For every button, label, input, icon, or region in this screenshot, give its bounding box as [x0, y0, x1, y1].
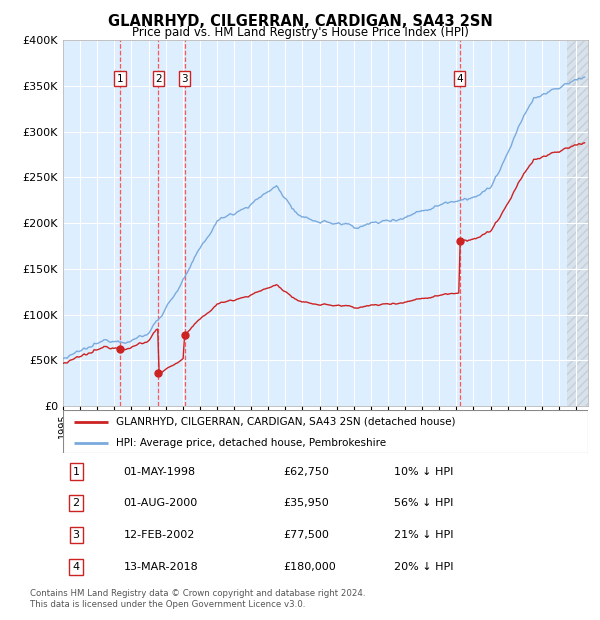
- Text: 13-MAR-2018: 13-MAR-2018: [124, 562, 198, 572]
- Bar: [568, 40, 596, 406]
- Text: 20% ↓ HPI: 20% ↓ HPI: [394, 562, 453, 572]
- Text: 1: 1: [116, 74, 123, 84]
- Text: 1: 1: [73, 467, 80, 477]
- Text: £62,750: £62,750: [284, 467, 329, 477]
- Text: 4: 4: [73, 562, 80, 572]
- Text: £77,500: £77,500: [284, 530, 329, 540]
- Text: Contains HM Land Registry data © Crown copyright and database right 2024.: Contains HM Land Registry data © Crown c…: [30, 589, 365, 598]
- Text: 01-AUG-2000: 01-AUG-2000: [124, 498, 197, 508]
- Text: 2: 2: [73, 498, 80, 508]
- Text: This data is licensed under the Open Government Licence v3.0.: This data is licensed under the Open Gov…: [30, 600, 305, 609]
- Text: 3: 3: [73, 530, 80, 540]
- Text: 21% ↓ HPI: 21% ↓ HPI: [394, 530, 453, 540]
- Text: 10% ↓ HPI: 10% ↓ HPI: [394, 467, 453, 477]
- Text: 56% ↓ HPI: 56% ↓ HPI: [394, 498, 453, 508]
- Text: GLANRHYD, CILGERRAN, CARDIGAN, SA43 2SN: GLANRHYD, CILGERRAN, CARDIGAN, SA43 2SN: [107, 14, 493, 29]
- Text: 12-FEB-2002: 12-FEB-2002: [124, 530, 195, 540]
- Text: Price paid vs. HM Land Registry's House Price Index (HPI): Price paid vs. HM Land Registry's House …: [131, 26, 469, 39]
- Text: 2: 2: [155, 74, 162, 84]
- Text: 01-MAY-1998: 01-MAY-1998: [124, 467, 196, 477]
- Text: £35,950: £35,950: [284, 498, 329, 508]
- Text: 3: 3: [181, 74, 188, 84]
- Text: GLANRHYD, CILGERRAN, CARDIGAN, SA43 2SN (detached house): GLANRHYD, CILGERRAN, CARDIGAN, SA43 2SN …: [115, 417, 455, 427]
- Text: HPI: Average price, detached house, Pembrokeshire: HPI: Average price, detached house, Pemb…: [115, 438, 386, 448]
- Text: £180,000: £180,000: [284, 562, 336, 572]
- Text: 4: 4: [457, 74, 463, 84]
